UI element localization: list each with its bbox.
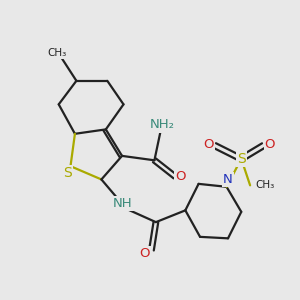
- Text: CH₃: CH₃: [48, 48, 67, 59]
- Text: S: S: [237, 152, 246, 166]
- Text: O: O: [175, 170, 186, 183]
- Text: O: O: [140, 247, 150, 260]
- Text: CH₃: CH₃: [255, 180, 274, 190]
- Text: O: O: [203, 138, 214, 151]
- Text: O: O: [265, 138, 275, 151]
- Text: N: N: [223, 173, 233, 186]
- Text: S: S: [63, 166, 72, 180]
- Text: NH: NH: [113, 197, 133, 210]
- Text: NH₂: NH₂: [149, 118, 174, 131]
